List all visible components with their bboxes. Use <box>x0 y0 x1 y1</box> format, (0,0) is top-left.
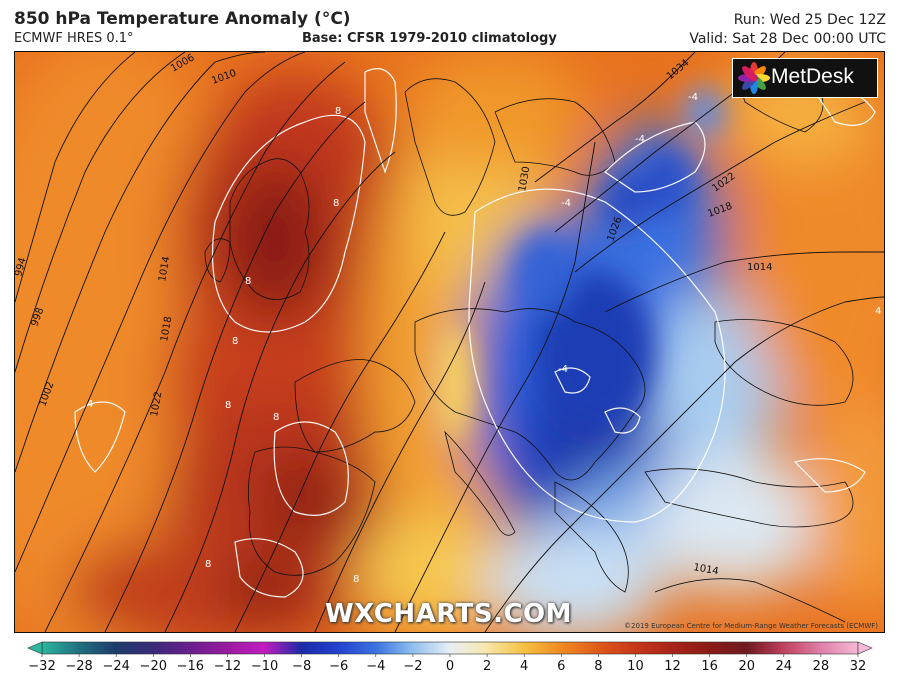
isobar-label: 1014 <box>157 256 172 283</box>
anomaly-contours <box>74 68 876 598</box>
colorbar-tick-label: −20 <box>140 659 167 674</box>
colorbar-tick-label: −12 <box>214 659 241 674</box>
anomaly-label: -4 <box>635 134 645 145</box>
isobar-label: 1022 <box>149 391 164 418</box>
climatology-base-label: Base: CFSR 1979-2010 climatology <box>302 31 557 46</box>
isobar-labels: 994 998 1002 1006 1010 1014 1018 1022 10… <box>15 52 772 577</box>
anomaly-label: 8 <box>225 400 231 411</box>
anomaly-detail <box>435 87 725 442</box>
colorbar-gradient <box>41 641 859 655</box>
colorbar-tick-label: 24 <box>776 659 793 674</box>
colorbar-tick-label: −2 <box>403 659 422 674</box>
anomaly-label: 8 <box>205 559 211 570</box>
colorbar-min-arrow <box>27 641 43 655</box>
colorbar-tick-label: −28 <box>65 659 92 674</box>
isobar-lines <box>15 52 884 632</box>
colorbar-tick-label: 4 <box>520 659 528 674</box>
colorbar-tick-label: 20 <box>738 659 755 674</box>
anomaly-value-labels: 8 8 8 8 8 8 8 8 -4 -4 -4 -4 4 4 <box>87 92 881 585</box>
anomaly-label: 8 <box>245 276 251 287</box>
run-time-label: Run: Wed 25 Dec 12Z <box>733 12 886 28</box>
colorbar-tick-label: 12 <box>664 659 681 674</box>
colorbar-tick-label: −6 <box>329 659 348 674</box>
ecmwf-credit: ©2019 European Centre for Medium-Range W… <box>624 622 878 630</box>
valid-time-label: Valid: Sat 28 Dec 00:00 UTC <box>689 31 886 47</box>
model-label: ECMWF HRES 0.1° <box>14 31 134 46</box>
colorbar-canvas: −32 −28 −24 −20 −16 −12 −10 −8 −6 −4 −2 0 2 4 6 8 10 12 16… <box>27 641 873 674</box>
colorbar-tick-label: −16 <box>177 659 204 674</box>
anomaly-map: 994 998 1002 1006 1010 1014 1018 1022 10… <box>14 51 885 633</box>
colorbar: −32 −28 −24 −20 −16 −12 −10 −8 −6 −4 −2 0 2 4 6 8 10 12 16… <box>26 640 874 686</box>
wxcharts-watermark: WXCHARTS.COM <box>325 599 573 629</box>
anomaly-map-canvas: 994 998 1002 1006 1010 1014 1018 1022 10… <box>15 52 884 632</box>
metdesk-logo: MetDesk <box>732 58 878 98</box>
colorbar-tick-label: 2 <box>483 659 491 674</box>
isobar-label: 1018 <box>159 316 174 343</box>
anomaly-label: 8 <box>273 412 279 423</box>
anomaly-label: 8 <box>333 198 339 209</box>
colorbar-tick-label: −8 <box>292 659 311 674</box>
chart-title: 850 hPa Temperature Anomaly (°C) <box>14 9 351 29</box>
colorbar-tick-label: 0 <box>446 659 454 674</box>
colorbar-tick-label: 10 <box>627 659 644 674</box>
metdesk-logo-text: MetDesk <box>771 65 854 88</box>
anomaly-label: 8 <box>335 106 341 117</box>
anomaly-label: 8 <box>232 336 238 347</box>
colorbar-tick-label: 16 <box>701 659 718 674</box>
isobar-label: 1030 <box>517 166 532 193</box>
isobar-label: 1014 <box>747 262 772 273</box>
colorbar-tick-label: 28 <box>813 659 830 674</box>
colorbar-tick-label: −10 <box>251 659 278 674</box>
coastlines <box>204 68 854 593</box>
anomaly-label: -4 <box>561 198 571 209</box>
colorbar-tick-label: −32 <box>28 659 55 674</box>
isobar-label: 1014 <box>692 562 719 577</box>
anomaly-label: -4 <box>558 364 568 375</box>
colorbar-tick-label: −4 <box>366 659 385 674</box>
colorbar-max-arrow <box>857 641 873 655</box>
anomaly-label: 4 <box>875 306 881 317</box>
colorbar-tick-label: −24 <box>102 659 129 674</box>
colorbar-tick-label: 8 <box>594 659 602 674</box>
colorbar-tick-label: 32 <box>850 659 867 674</box>
anomaly-label: -4 <box>688 92 698 103</box>
anomaly-label: 4 <box>87 399 93 410</box>
colorbar-tick-label: 6 <box>557 659 565 674</box>
chart-header: 850 hPa Temperature Anomaly (°C) ECMWF H… <box>0 0 900 50</box>
metdesk-flower-icon <box>738 62 770 94</box>
anomaly-label: 8 <box>353 574 359 585</box>
